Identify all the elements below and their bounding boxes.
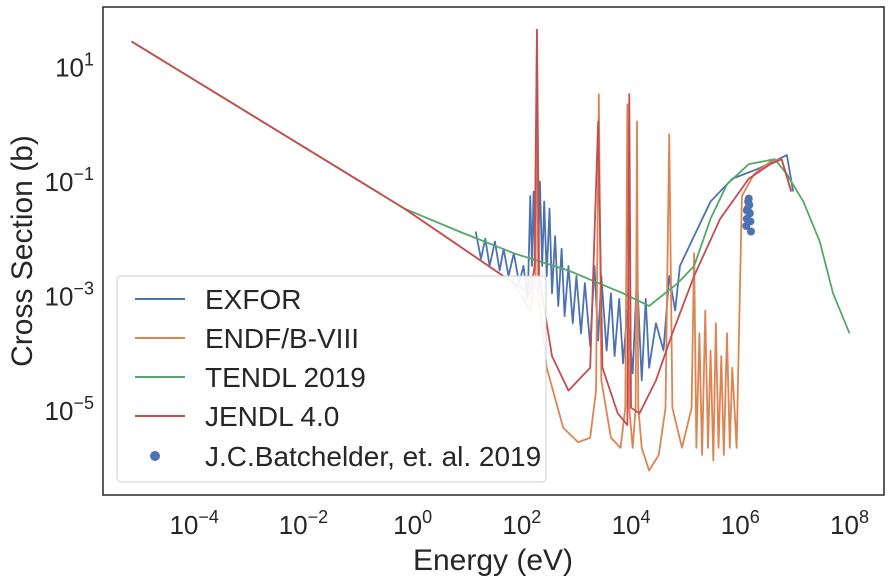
x-tick-label-6: 106 (721, 507, 760, 540)
y-tick-label-1: 101 (55, 49, 94, 82)
legend-swatch-batchelder (150, 451, 160, 461)
y-tick-label-m1: 10−1 (45, 164, 94, 197)
legend-label-endf: ENDF/B-VIII (205, 323, 359, 354)
x-tick-label-2: 102 (502, 507, 541, 540)
x-tick-label-4: 104 (612, 507, 651, 540)
x-tick-label-m4: 10−4 (169, 507, 218, 540)
y-axis-label: Cross Section (b) (6, 135, 39, 367)
y-tick-label-m5: 10−5 (45, 393, 94, 426)
legend-box (116, 275, 547, 483)
plot-frame (102, 6, 885, 496)
series-line-endf-b-viii (131, 28, 793, 472)
legend-label-jendl: JENDL 4.0 (205, 401, 339, 432)
data-point-j-c-batchelder-et-al-2019-7 (746, 217, 755, 226)
legend-label-exfor: EXFOR (205, 284, 301, 315)
legend-label-tendl: TENDL 2019 (205, 362, 366, 393)
data-point-j-c-batchelder-et-al-2019-8 (746, 227, 755, 236)
data-point-j-c-batchelder-et-al-2019-9 (742, 206, 751, 215)
x-tick-label-0: 100 (393, 507, 432, 540)
legend-label-batchelder: J.C.Batchelder, et. al. 2019 (205, 441, 541, 472)
series-line-tendl-2019 (131, 40, 851, 334)
x-tick-label-m2: 10−2 (279, 507, 328, 540)
series-layer (131, 28, 851, 472)
x-tick-label-8: 108 (830, 507, 869, 540)
x-axis-label: Energy (eV) (413, 544, 573, 577)
series-line-exfor (474, 103, 795, 382)
series-j-c-batchelder-et-al-2019 (742, 194, 755, 236)
series-line-jendl-4-0 (131, 28, 793, 426)
data-point-j-c-batchelder-et-al-2019-4 (744, 194, 753, 203)
y-tick-label-m3: 10−3 (45, 278, 94, 311)
legend: EXFOR ENDF/B-VIII TENDL 2019 JENDL 4.0 J… (116, 275, 547, 483)
tick-layer: 10−4 10−2 100 102 104 106 108 10−5 10−3 10−1 101 (45, 49, 869, 540)
